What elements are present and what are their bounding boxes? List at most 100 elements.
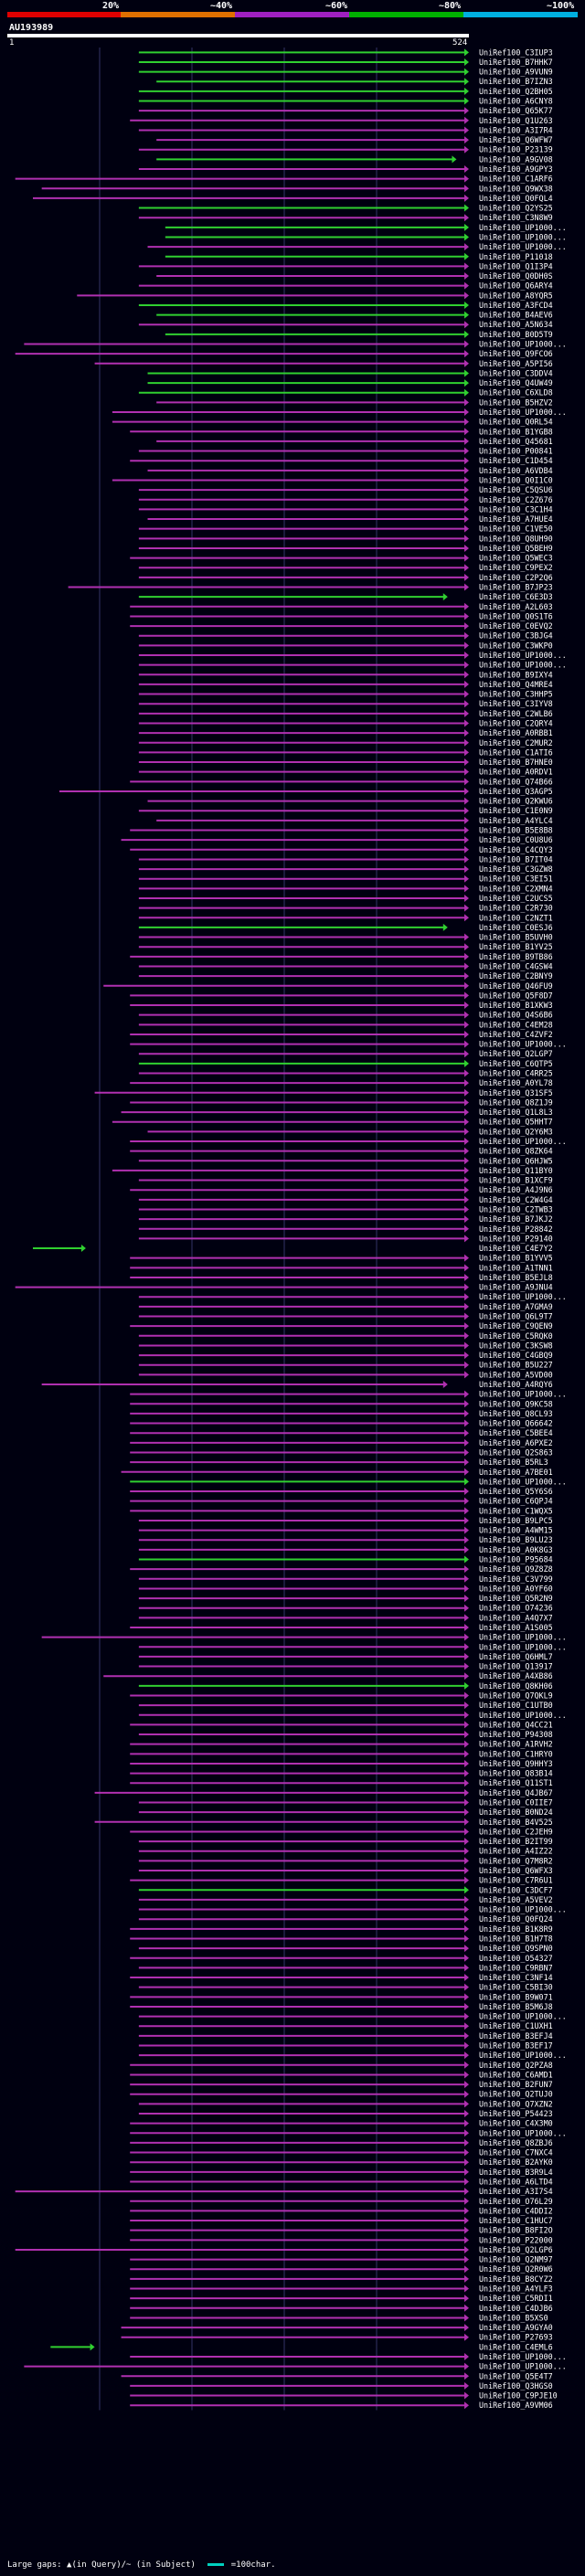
hit-label[interactable]: UniRef100_Q6ARY4 bbox=[479, 281, 553, 291]
hit-label[interactable]: UniRef100_UP1000... bbox=[479, 1711, 567, 1720]
hit-label[interactable]: UniRef100_C2P2Q6 bbox=[479, 573, 553, 582]
hit-label[interactable]: UniRef100_P54423 bbox=[479, 2109, 553, 2118]
hit-label[interactable]: UniRef100_A4WM15 bbox=[479, 1526, 553, 1535]
hit-label[interactable]: UniRef100_B9IXY4 bbox=[479, 670, 553, 679]
hit-label[interactable]: UniRef100_Q2PZA8 bbox=[479, 2061, 553, 2070]
hit-label[interactable]: UniRef100_Q9SPN0 bbox=[479, 1944, 553, 1953]
hit-label[interactable]: UniRef100_P94308 bbox=[479, 1730, 553, 1739]
hit-label[interactable]: UniRef100_UP1000... bbox=[479, 2128, 567, 2137]
hit-label[interactable]: UniRef100_P28842 bbox=[479, 1224, 553, 1234]
hit-label[interactable]: UniRef100_B7IT04 bbox=[479, 854, 553, 864]
hit-label[interactable]: UniRef100_UP1000... bbox=[479, 242, 567, 251]
hit-label[interactable]: UniRef100_Q4MRE4 bbox=[479, 680, 553, 689]
hit-label[interactable]: UniRef100_B9LPC5 bbox=[479, 1516, 553, 1525]
hit-label[interactable]: UniRef100_Q9FCO6 bbox=[479, 349, 553, 358]
hit-label[interactable]: UniRef100_B1YV25 bbox=[479, 942, 553, 951]
hit-label[interactable]: UniRef100_UP1000... bbox=[479, 1633, 567, 1642]
hit-label[interactable]: UniRef100_C2WLB6 bbox=[479, 709, 553, 718]
hit-label[interactable]: UniRef100_C4CQY3 bbox=[479, 845, 553, 854]
hit-label[interactable]: UniRef100_C5RQK0 bbox=[479, 1331, 553, 1341]
hit-label[interactable]: UniRef100_C1E0N9 bbox=[479, 806, 553, 815]
hit-label[interactable]: UniRef100_C4EM28 bbox=[479, 1020, 553, 1029]
hit-label[interactable]: UniRef100_B7IZN3 bbox=[479, 77, 553, 86]
hit-label[interactable]: UniRef100_B4AEV6 bbox=[479, 311, 553, 320]
hit-label[interactable]: UniRef100_Q6HJW5 bbox=[479, 1156, 553, 1165]
hit-label[interactable]: UniRef100_A0RBB1 bbox=[479, 728, 553, 737]
hit-label[interactable]: UniRef100_C1VE50 bbox=[479, 525, 553, 534]
hit-label[interactable]: UniRef100_UP1000... bbox=[479, 1292, 567, 1301]
hit-label[interactable]: UniRef100_B1H7T8 bbox=[479, 1934, 553, 1943]
hit-label[interactable]: UniRef100_Q83B14 bbox=[479, 1769, 553, 1778]
hit-label[interactable]: UniRef100_Q5F8D7 bbox=[479, 991, 553, 1000]
hit-label[interactable]: UniRef100_P11018 bbox=[479, 252, 553, 261]
hit-label[interactable]: UniRef100_C7R6U1 bbox=[479, 1876, 553, 1885]
hit-label[interactable]: UniRef100_Q9WX38 bbox=[479, 184, 553, 193]
hit-label[interactable]: UniRef100_B5HZV2 bbox=[479, 398, 553, 407]
hit-label[interactable]: UniRef100_C1UXH1 bbox=[479, 2021, 553, 2030]
hit-label[interactable]: UniRef100_B2IT99 bbox=[479, 1837, 553, 1846]
hit-label[interactable]: UniRef100_UP1000... bbox=[479, 2362, 567, 2371]
hit-label[interactable]: UniRef100_Q5Y6S6 bbox=[479, 1487, 553, 1496]
hit-label[interactable]: UniRef100_Q0RL54 bbox=[479, 418, 553, 427]
hit-label[interactable]: UniRef100_B2AYK0 bbox=[479, 2157, 553, 2167]
hit-label[interactable]: UniRef100_C4RR25 bbox=[479, 1069, 553, 1078]
hit-label[interactable]: UniRef100_Q65K77 bbox=[479, 106, 553, 115]
hit-label[interactable]: UniRef100_A9VM06 bbox=[479, 2401, 553, 2410]
hit-label[interactable]: UniRef100_Q6WFX3 bbox=[479, 1866, 553, 1875]
hit-label[interactable]: UniRef100_Q45681 bbox=[479, 437, 553, 446]
hit-label[interactable]: UniRef100_A5PI56 bbox=[479, 359, 553, 368]
hit-label[interactable]: UniRef100_C1UTB0 bbox=[479, 1701, 553, 1710]
hit-label[interactable]: UniRef100_Q8Z1J9 bbox=[479, 1097, 553, 1107]
hit-label[interactable]: UniRef100_C6XLD8 bbox=[479, 388, 553, 398]
hit-label[interactable]: UniRef100_Q6L9T7 bbox=[479, 1312, 553, 1321]
hit-label[interactable]: UniRef100_Q0I1C0 bbox=[479, 475, 553, 484]
hit-label[interactable]: UniRef100_O76L29 bbox=[479, 2197, 553, 2206]
hit-label[interactable]: UniRef100_B5XS0 bbox=[479, 2313, 548, 2322]
hit-label[interactable]: UniRef100_C3EI51 bbox=[479, 875, 553, 884]
hit-label[interactable]: UniRef100_Q9KC58 bbox=[479, 1399, 553, 1408]
hit-label[interactable]: UniRef100_Q7M8R2 bbox=[479, 1856, 553, 1865]
hit-label[interactable]: UniRef100_C1HUC7 bbox=[479, 2216, 553, 2225]
hit-label[interactable]: UniRef100_A0RDV1 bbox=[479, 768, 553, 777]
hit-label[interactable]: UniRef100_Q9HHY3 bbox=[479, 1759, 553, 1768]
hit-label[interactable]: UniRef100_C4ZVF2 bbox=[479, 1030, 553, 1039]
hit-label[interactable]: UniRef100_Q4JB67 bbox=[479, 1788, 553, 1797]
hit-label[interactable]: UniRef100_B2FUN7 bbox=[479, 2080, 553, 2089]
hit-label[interactable]: UniRef100_B1XCF9 bbox=[479, 1176, 553, 1185]
hit-label[interactable]: UniRef100_C2W4G4 bbox=[479, 1195, 553, 1204]
hit-label[interactable]: UniRef100_P29140 bbox=[479, 1234, 553, 1243]
hit-label[interactable]: UniRef100_UP1000... bbox=[479, 223, 567, 232]
hit-label[interactable]: UniRef100_UP1000... bbox=[479, 1390, 567, 1399]
hit-label[interactable]: UniRef100_Q2YS25 bbox=[479, 204, 553, 213]
hit-label[interactable]: UniRef100_B0ND24 bbox=[479, 1807, 553, 1817]
hit-label[interactable]: UniRef100_Q3HGS0 bbox=[479, 2381, 553, 2390]
hit-label[interactable]: UniRef100_A4XB86 bbox=[479, 1671, 553, 1680]
hit-label[interactable]: UniRef100_C1ATI6 bbox=[479, 747, 553, 757]
hit-label[interactable]: UniRef100_C2JEH9 bbox=[479, 1827, 553, 1836]
hit-label[interactable]: UniRef100_C9QEN9 bbox=[479, 1321, 553, 1330]
hit-label[interactable]: UniRef100_C5BI30 bbox=[479, 1983, 553, 1992]
hit-label[interactable]: UniRef100_Q2LGP6 bbox=[479, 2245, 553, 2254]
hit-label[interactable]: UniRef100_Q0S1T6 bbox=[479, 611, 553, 620]
hit-label[interactable]: UniRef100_Q8UH90 bbox=[479, 534, 553, 543]
hit-label[interactable]: UniRef100_A4J9N6 bbox=[479, 1185, 553, 1194]
hit-label[interactable]: UniRef100_B9TB86 bbox=[479, 952, 553, 961]
hit-label[interactable]: UniRef100_B1YGB8 bbox=[479, 427, 553, 436]
hit-label[interactable]: UniRef100_Q11ST1 bbox=[479, 1778, 553, 1787]
hit-label[interactable]: UniRef100_C6QTP5 bbox=[479, 1059, 553, 1068]
hit-label[interactable]: UniRef100_Q66642 bbox=[479, 1419, 553, 1428]
hit-label[interactable]: UniRef100_A9VUN9 bbox=[479, 68, 553, 77]
hit-label[interactable]: UniRef100_A9GPY3 bbox=[479, 164, 553, 174]
hit-label[interactable]: UniRef100_A7GMA9 bbox=[479, 1302, 553, 1311]
hit-label[interactable]: UniRef100_B5RL3 bbox=[479, 1458, 548, 1467]
hit-label[interactable]: UniRef100_C3WKP0 bbox=[479, 641, 553, 650]
hit-label[interactable]: UniRef100_B3R9L4 bbox=[479, 2168, 553, 2177]
hit-label[interactable]: UniRef100_Q6HML7 bbox=[479, 1652, 553, 1661]
hit-label[interactable]: UniRef100_C2Z676 bbox=[479, 495, 553, 504]
hit-label[interactable]: UniRef100_A6LTD4 bbox=[479, 2177, 553, 2186]
hit-label[interactable]: UniRef100_UP1000... bbox=[479, 1137, 567, 1146]
hit-label[interactable]: UniRef100_B1YVV5 bbox=[479, 1254, 553, 1263]
hit-label[interactable]: UniRef100_O74236 bbox=[479, 1604, 553, 1613]
hit-label[interactable]: UniRef100_P23139 bbox=[479, 145, 553, 154]
hit-label[interactable]: UniRef100_C3HHP5 bbox=[479, 690, 553, 699]
